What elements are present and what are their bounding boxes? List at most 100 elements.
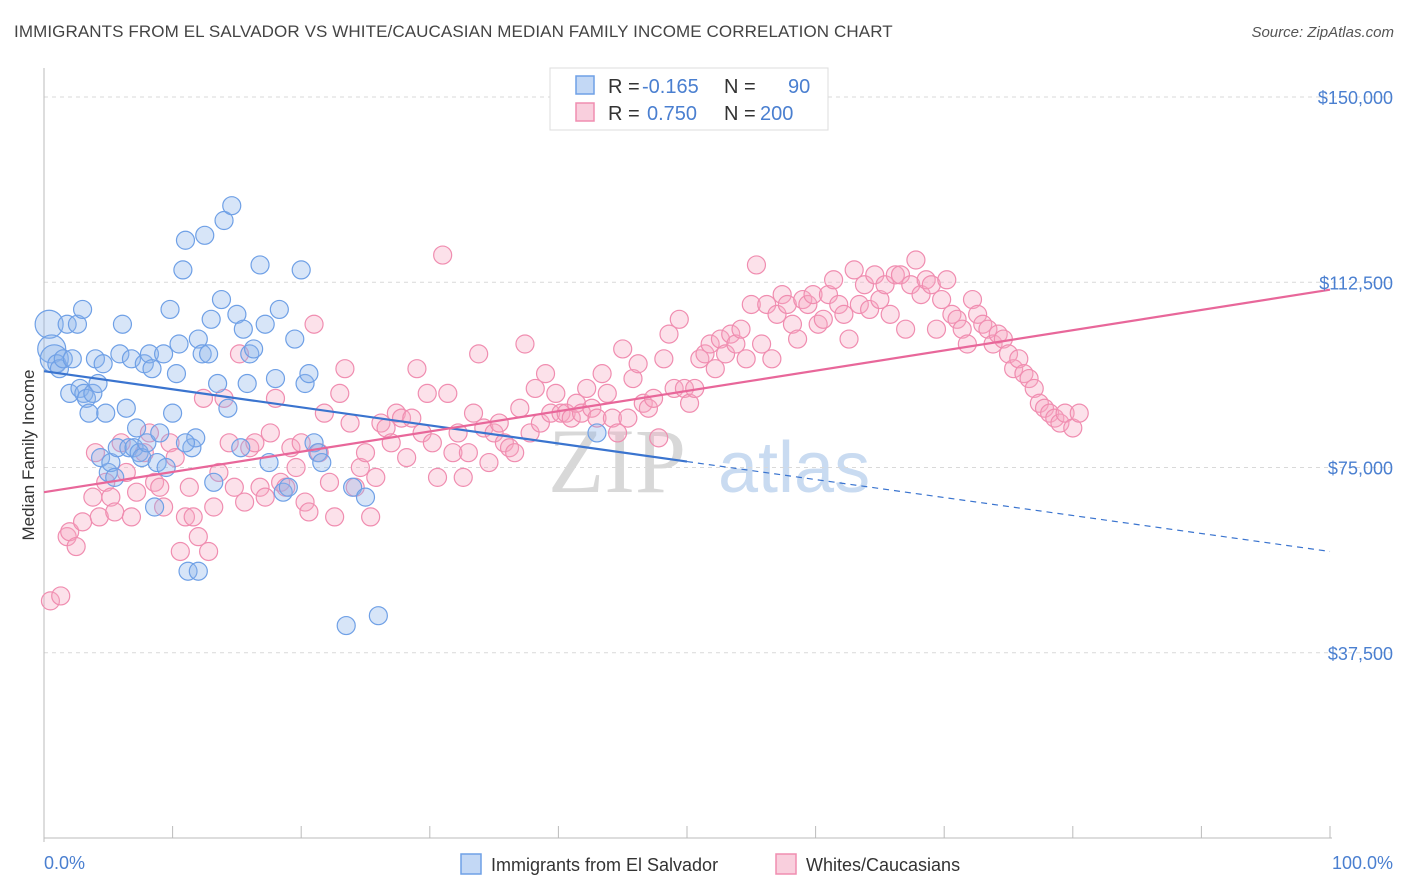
- point-pink-167: [906, 250, 926, 270]
- point-pink-14: [121, 507, 142, 527]
- point-pink-107: [597, 383, 617, 403]
- point-pink-97: [546, 383, 566, 403]
- point-pink-196: [1055, 403, 1075, 423]
- point-blue-29: [121, 349, 142, 369]
- point-blue-60: [214, 210, 234, 231]
- scatter-points: [34, 196, 1089, 636]
- point-pink-154: [839, 329, 859, 349]
- point-blue-64: [231, 438, 251, 458]
- axes: [43, 68, 1332, 842]
- point-blue-73: [269, 299, 289, 320]
- point-pink-165: [896, 319, 916, 339]
- point-blue-23: [105, 467, 125, 487]
- point-pink-41: [260, 423, 280, 443]
- point-pink-6: [83, 487, 103, 507]
- trend-line-extension-blue: [686, 460, 1331, 553]
- point-pink-178: [962, 289, 983, 310]
- point-blue-75: [278, 477, 298, 497]
- point-blue-77: [291, 260, 311, 280]
- point-blue-0: [34, 309, 64, 339]
- point-blue-80: [304, 433, 324, 453]
- point-pink-152: [829, 294, 849, 315]
- point-pink-177: [957, 334, 977, 354]
- point-pink-138: [757, 294, 777, 315]
- point-pink-30: [204, 497, 224, 517]
- point-blue-86: [368, 606, 388, 626]
- legend-n-label-1: N =: [724, 76, 756, 98]
- point-blue-28: [119, 438, 139, 458]
- point-pink-53: [319, 472, 340, 492]
- point-blue-41: [153, 344, 174, 364]
- point-pink-10: [101, 487, 121, 507]
- point-blue-62: [222, 196, 242, 216]
- bottom-legend-swatch-pink: [775, 853, 797, 875]
- point-blue-66: [237, 373, 257, 394]
- point-pink-48: [295, 492, 315, 512]
- point-pink-190: [1024, 378, 1044, 399]
- point-pink-112: [623, 368, 643, 389]
- point-pink-111: [618, 408, 638, 428]
- point-pink-84: [479, 452, 499, 473]
- point-blue-6: [57, 314, 77, 334]
- point-pink-39: [250, 477, 270, 497]
- point-pink-115: [638, 398, 659, 418]
- point-blue-20: [96, 403, 116, 423]
- point-pink-54: [325, 507, 345, 527]
- point-pink-106: [592, 364, 612, 384]
- point-blue-44: [163, 403, 183, 423]
- point-blue-14: [79, 403, 99, 423]
- point-blue-26: [112, 314, 133, 334]
- legend-n-value-2: 200: [760, 103, 793, 125]
- point-pink-70: [407, 359, 427, 379]
- point-pink-140: [767, 304, 787, 324]
- point-pink-68: [397, 448, 417, 468]
- point-pink-117: [649, 428, 669, 448]
- point-pink-150: [818, 285, 839, 305]
- point-pink-34: [224, 477, 244, 497]
- point-blue-83: [336, 615, 356, 636]
- point-pink-35: [229, 344, 250, 364]
- point-pink-189: [1019, 368, 1039, 389]
- point-pink-153: [834, 304, 854, 324]
- point-pink-49: [299, 502, 319, 522]
- point-pink-137: [751, 334, 772, 354]
- y-tick-label-3: $150,000: [1318, 88, 1393, 108]
- point-blue-39: [147, 452, 167, 473]
- top-legend: R = -0.165 N = 90 R = 0.750 N = 200: [549, 67, 829, 131]
- point-pink-129: [710, 329, 731, 349]
- point-pink-118: [654, 349, 674, 369]
- legend-swatch-blue: [575, 75, 595, 95]
- point-pink-133: [731, 319, 751, 339]
- point-pink-143: [782, 314, 803, 334]
- legend-n-value-1: 90: [788, 76, 810, 98]
- point-pink-119: [659, 324, 679, 344]
- point-pink-110: [613, 339, 633, 359]
- point-pink-116: [643, 388, 664, 408]
- point-pink-77: [443, 443, 463, 463]
- point-pink-86: [489, 413, 509, 433]
- point-blue-25: [110, 344, 130, 364]
- point-pink-142: [777, 294, 797, 315]
- point-pink-187: [1009, 349, 1029, 369]
- point-pink-23: [170, 541, 190, 562]
- point-pink-171: [926, 319, 947, 339]
- point-pink-156: [849, 294, 869, 315]
- point-pink-4: [66, 536, 86, 557]
- point-pink-91: [515, 334, 535, 354]
- point-blue-43: [160, 299, 180, 320]
- point-pink-33: [219, 433, 239, 453]
- point-pink-141: [772, 285, 792, 305]
- point-pink-52: [314, 403, 334, 423]
- point-pink-60: [355, 443, 376, 463]
- point-pink-61: [361, 507, 381, 527]
- point-pink-185: [998, 344, 1019, 364]
- point-pink-81: [463, 403, 484, 423]
- y-axis-label: Median Family Income: [19, 369, 38, 540]
- y-tick-label-1: $75,000: [1328, 459, 1393, 479]
- y-tick-labels: $37,500 $75,000 $112,500 $150,000: [1318, 88, 1393, 664]
- point-pink-132: [726, 334, 746, 354]
- point-blue-51: [186, 428, 206, 448]
- point-pink-175: [947, 309, 967, 329]
- point-pink-105: [587, 408, 607, 428]
- legend-r-label-2: R =: [608, 103, 640, 125]
